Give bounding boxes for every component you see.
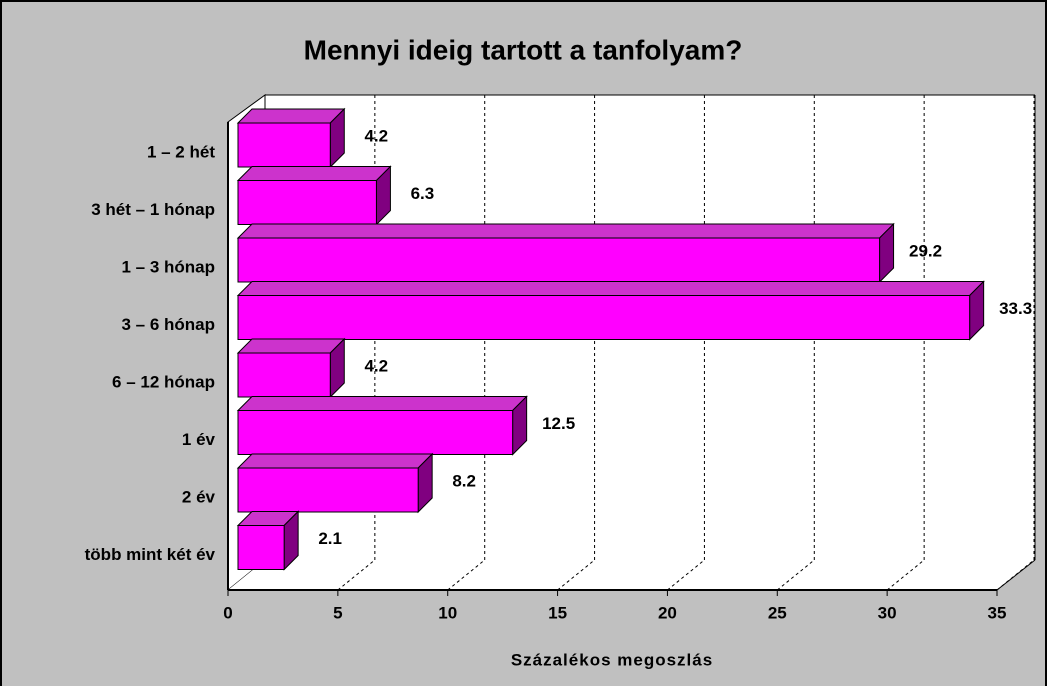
x-axis-title: Százalékos megoszlás <box>511 650 713 669</box>
x-tick-label: 15 <box>548 603 567 622</box>
data-label: 12.5 <box>542 414 575 433</box>
bar <box>237 352 331 398</box>
bar <box>237 410 514 455</box>
data-label: 4.2 <box>364 356 388 375</box>
grid-line <box>886 559 925 591</box>
data-label: 4.2 <box>364 126 388 145</box>
y-tick-label: 1 – 3 hónap <box>121 257 215 276</box>
grid-line <box>776 559 815 591</box>
bar <box>237 295 971 340</box>
data-label: 8.2 <box>452 471 476 490</box>
x-tick-label: 0 <box>223 603 232 622</box>
y-tick-label: 6 – 12 hónap <box>112 372 215 391</box>
data-label: 6.3 <box>411 184 435 203</box>
bar <box>237 467 419 513</box>
y-tick-label: 3 – 6 hónap <box>121 315 215 334</box>
bar-top <box>236 166 392 181</box>
bar <box>237 237 881 283</box>
floor <box>228 560 1035 590</box>
bar-top <box>236 108 346 124</box>
y-tick-label: több mint két év <box>85 545 216 564</box>
chart-title: Mennyi ideig tartott a tanfolyam? <box>304 34 743 65</box>
grid-line <box>557 559 595 591</box>
grid-line <box>447 559 486 591</box>
x-tick-label: 5 <box>333 603 342 622</box>
x-tick-label: 20 <box>658 603 677 622</box>
grid-line <box>337 559 376 591</box>
x-tick-label: 10 <box>438 603 457 622</box>
bar <box>237 525 285 570</box>
bar-top <box>236 396 528 411</box>
bar-top <box>236 338 346 354</box>
x-tick-label: 30 <box>878 603 897 622</box>
y-tick-label: 1 év <box>182 430 216 449</box>
data-label: 29.2 <box>909 241 942 260</box>
data-label: 33.3 <box>999 299 1032 318</box>
y-tick-label: 3 hét – 1 hónap <box>91 200 215 219</box>
grid-line <box>996 559 1035 591</box>
bar-top <box>236 453 434 469</box>
bar <box>237 180 377 225</box>
grid-line <box>667 559 705 591</box>
x-tick-label: 35 <box>988 603 1007 622</box>
bar <box>237 122 331 168</box>
data-label: 2.1 <box>318 529 342 548</box>
y-tick-label: 2 év <box>182 487 216 506</box>
x-tick-label: 25 <box>768 603 787 622</box>
bar-top <box>236 223 895 239</box>
bar-top <box>236 281 985 296</box>
y-tick-label: 1 – 2 hét <box>147 142 215 161</box>
